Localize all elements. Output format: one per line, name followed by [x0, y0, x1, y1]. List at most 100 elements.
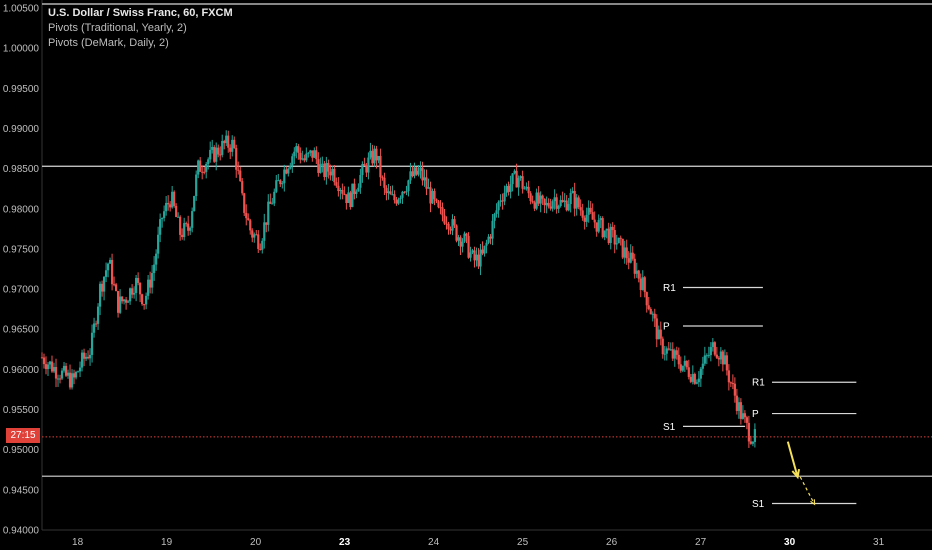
candle-body [295, 146, 298, 152]
candle-body [441, 207, 444, 216]
candle-body [54, 367, 58, 379]
candle-body [153, 264, 156, 274]
y-tick-label: 1.00000 [3, 44, 40, 55]
candle-body [423, 177, 426, 181]
x-tick-label: 24 [428, 537, 440, 548]
candle-body [339, 189, 342, 192]
indicator-traditional-pivots[interactable]: Pivots (Traditional, Yearly, 2) [48, 22, 187, 34]
candle-body [529, 193, 532, 202]
candle-body [667, 348, 670, 350]
projection-arrow[interactable] [786, 441, 799, 478]
candle-body [275, 180, 278, 192]
candle-body [319, 164, 322, 173]
candle-body [181, 234, 184, 238]
candle-body [149, 279, 152, 288]
x-tick-label: 23 [339, 537, 351, 548]
candle-body [333, 168, 336, 183]
candle-body [259, 248, 262, 250]
candle-body [571, 190, 574, 193]
candle-body [112, 284, 116, 286]
candle-body [567, 204, 570, 211]
candle-body [585, 214, 588, 222]
candle-body [125, 299, 128, 303]
candle-body [343, 193, 346, 195]
y-tick-label: 0.94000 [3, 526, 40, 537]
candle-body [719, 351, 722, 360]
candle-body [347, 192, 350, 203]
candle-body [671, 349, 674, 359]
candle-body [385, 187, 388, 194]
candle-body [64, 365, 68, 376]
candle-body [151, 273, 154, 288]
candle-body [691, 373, 694, 382]
candle-body [60, 370, 64, 379]
candle-body [701, 363, 704, 369]
candle-body [263, 222, 266, 241]
candle-body [565, 200, 568, 211]
candle-body [279, 180, 282, 185]
candle-body [58, 378, 62, 380]
candle-body [371, 150, 374, 164]
x-tick-label: 30 [784, 537, 796, 548]
candle-body [235, 148, 238, 170]
candle-body [713, 342, 716, 355]
candle-body [353, 183, 356, 194]
projection-arrow-dashed[interactable] [799, 476, 816, 505]
candle-body [289, 165, 292, 169]
candle-body [531, 201, 534, 203]
candle-body [677, 354, 680, 365]
candle-body [147, 279, 150, 296]
candle-body [271, 203, 274, 205]
candle-body [577, 197, 580, 208]
candle-body [327, 163, 330, 172]
candle-body [257, 234, 260, 249]
candle-body [377, 155, 380, 161]
candle-body [737, 402, 740, 411]
candle-body [445, 223, 448, 225]
candle-body [277, 180, 280, 182]
candle-body [485, 242, 488, 246]
candle-body [207, 159, 210, 164]
candle-body [683, 360, 686, 366]
candle-body [359, 175, 362, 188]
candle-body [253, 234, 256, 238]
candle-body [657, 329, 660, 340]
candle-body [50, 361, 54, 372]
candle-body [645, 292, 648, 306]
candle-body [139, 282, 142, 295]
candle-body [517, 178, 520, 188]
candle-body [233, 139, 236, 149]
candle-body [631, 252, 634, 259]
candle-body [471, 250, 474, 253]
candle-body [225, 135, 228, 144]
candle-body [537, 192, 540, 204]
candle-body [78, 367, 82, 372]
candle-body [605, 228, 608, 231]
candle-body [351, 183, 354, 208]
current-price-tag: 27:15 [6, 428, 40, 443]
candle-body [133, 292, 136, 295]
candle-body [317, 159, 320, 173]
candle-body [213, 146, 216, 162]
candle-body [267, 201, 270, 225]
candle-body [579, 207, 582, 211]
candle-body [409, 171, 412, 181]
candle-body [373, 148, 376, 164]
symbol-title[interactable]: U.S. Dollar / Swiss Franc, 60, FXCM [48, 7, 233, 19]
candle-body [495, 210, 498, 214]
candle-body [449, 229, 452, 231]
candle-body [201, 171, 204, 173]
indicator-demark-pivots[interactable]: Pivots (DeMark, Daily, 2) [48, 37, 169, 49]
candle-body [469, 252, 472, 258]
candle-body [745, 417, 748, 423]
candle-body [273, 191, 276, 204]
candle-body [211, 146, 214, 150]
candle-body [307, 152, 310, 154]
candle-body [381, 177, 384, 179]
candle-body [487, 236, 490, 243]
candle-body [145, 295, 148, 305]
candle-body [121, 296, 124, 302]
candle-body [411, 171, 414, 177]
candle-body [379, 155, 382, 178]
